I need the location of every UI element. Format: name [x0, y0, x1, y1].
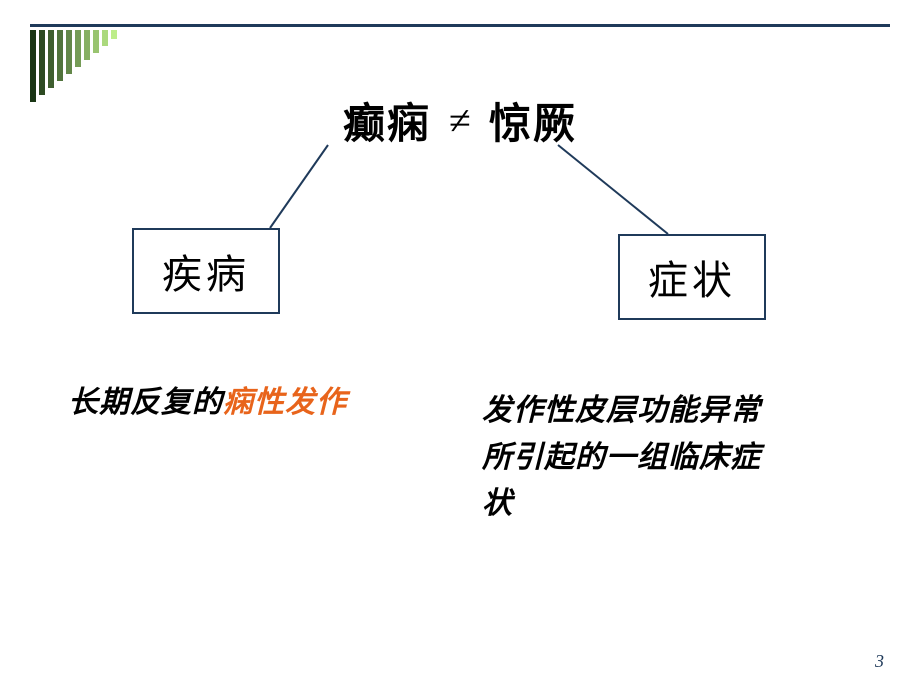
box-disease: 疾病 — [132, 228, 280, 314]
top-rule — [30, 24, 890, 27]
not-equal-symbol: ≠ — [449, 101, 471, 141]
desc-left-highlight: 痫性发作 — [223, 386, 347, 419]
title-right: 惊厥 — [489, 90, 577, 151]
box-symptom: 症状 — [618, 234, 766, 320]
desc-left-plain: 长期反复的 — [68, 386, 223, 419]
title-left: 癫痫 — [343, 90, 431, 151]
description-left: 长期反复的痫性发作 — [68, 380, 358, 427]
description-right: 发作性皮层功能异常所引起的一组临床症状 — [482, 388, 782, 528]
title-row: 癫痫 ≠ 惊厥 — [0, 90, 920, 151]
page-number: 3 — [875, 651, 884, 672]
